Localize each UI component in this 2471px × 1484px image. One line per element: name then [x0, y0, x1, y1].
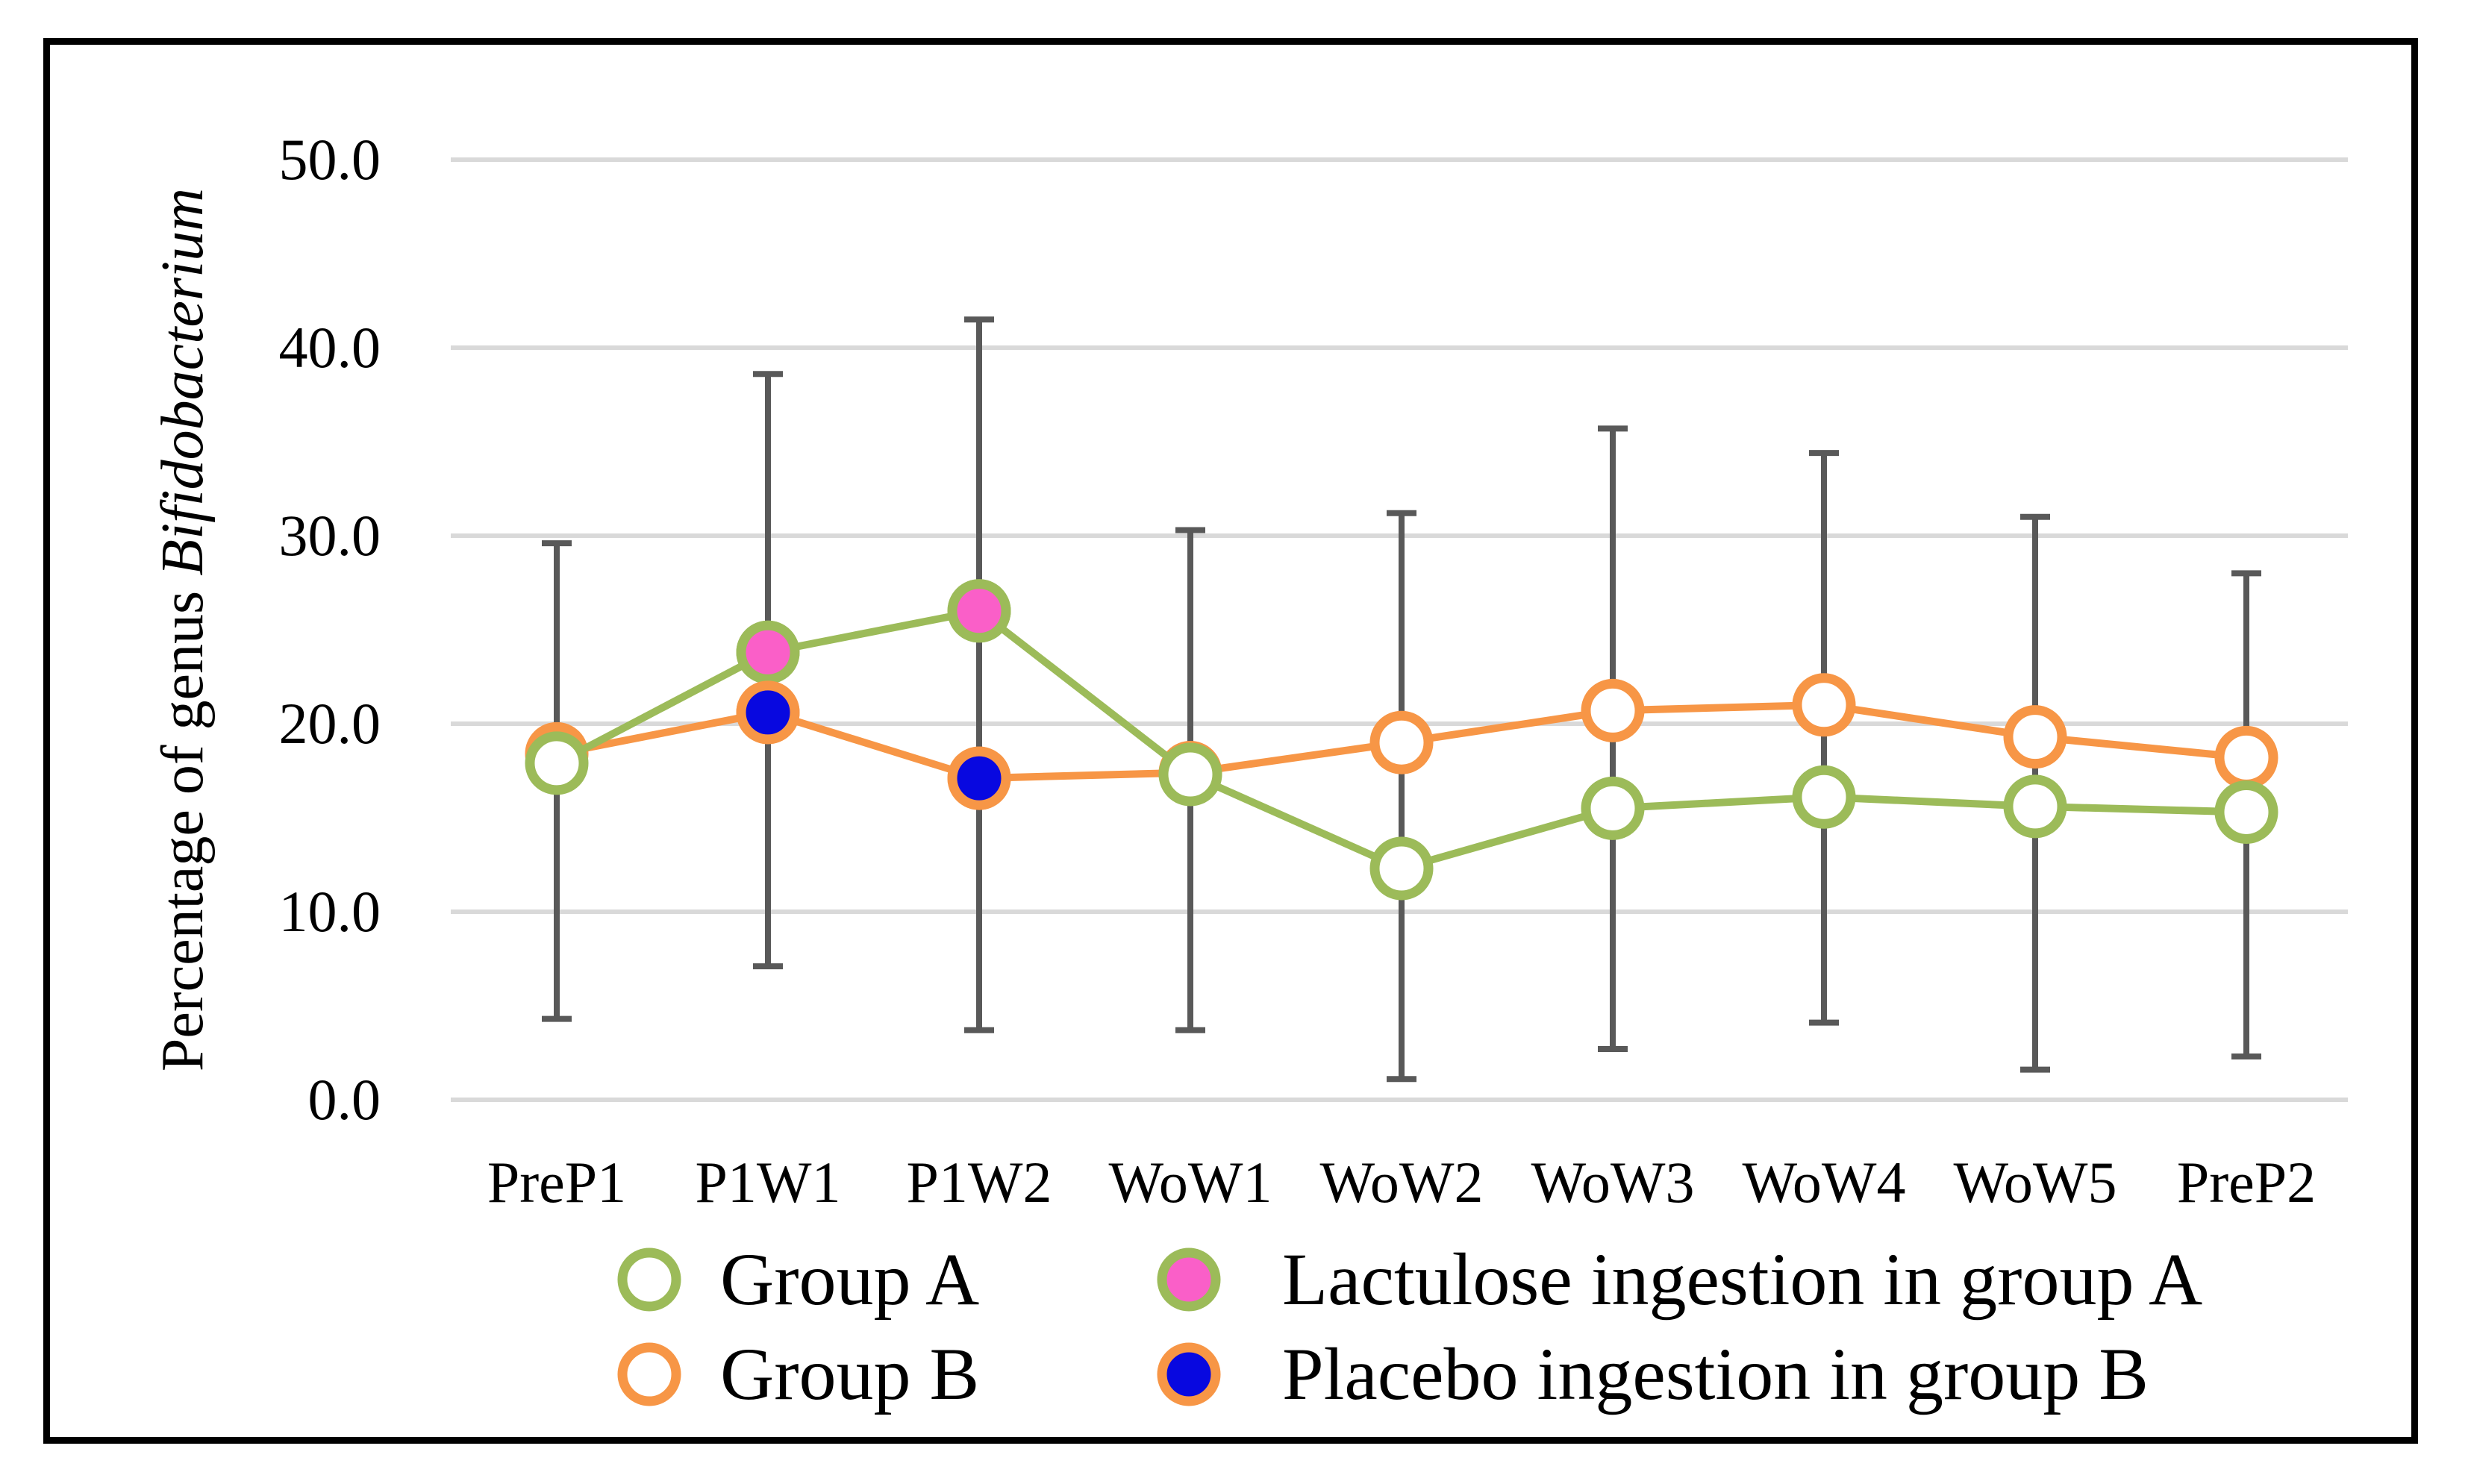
x-label-WoW2: WoW2 [1319, 1150, 1484, 1215]
marker-placebo-ingestion-in-group-b-P1W1 [736, 680, 800, 745]
marker-group-b-PreP2 [2214, 725, 2278, 789]
x-label-P1W1: P1W1 [695, 1150, 841, 1215]
marker-group-b-WoW3 [1581, 678, 1645, 742]
marker-group-b-WoW2 [1369, 710, 1434, 774]
marker-group-b-WoW5 [2003, 705, 2067, 769]
y-tick-label-40.0: 40.0 [278, 315, 381, 380]
y-tick-label-30.0: 30.0 [278, 503, 381, 568]
marker-group-a-WoW5 [2003, 774, 2067, 839]
legend-marker-icon-placebo-ingestion-in-group-b [1157, 1342, 1221, 1406]
legend-marker-circle-group-a [617, 1247, 681, 1312]
y-tick-label-50.0: 50.0 [278, 127, 381, 192]
y-tick-label-10.0: 10.0 [278, 879, 381, 944]
marker-group-a-WoW4 [1792, 765, 1856, 829]
y-tick-label-20.0: 20.0 [278, 691, 381, 756]
x-label-WoW4: WoW4 [1742, 1150, 1906, 1215]
y-tick-label-0.0: 0.0 [307, 1067, 381, 1132]
legend-label-group-b: Group B [720, 1333, 980, 1415]
marker-group-a-WoW3 [1581, 776, 1645, 840]
legend-marker-circle-group-b [617, 1342, 681, 1406]
x-label-PreP2: PreP2 [2176, 1150, 2317, 1215]
x-label-WoW3: WoW3 [1531, 1150, 1695, 1215]
marker-lactulose-ingestion-in-group-a-P1W1 [736, 620, 800, 684]
legend-marker-circle-lactulose-ingestion-in-group-a [1157, 1247, 1221, 1312]
legend-label-lactulose-ingestion-in-group-a: Lactulose ingestion in group A [1282, 1238, 2203, 1321]
x-label-P1W2: P1W2 [906, 1150, 1052, 1215]
marker-group-a-WoW1 [1158, 742, 1222, 807]
legend-label-group-a: Group A [720, 1238, 980, 1321]
marker-placebo-ingestion-in-group-b-P1W2 [947, 746, 1011, 810]
y-axis-title: Percentage of genus Bifidobacterium [146, 107, 220, 1152]
x-label-PreP1: PreP1 [487, 1150, 627, 1215]
marker-group-a-PreP2 [2214, 780, 2278, 844]
marker-lactulose-ingestion-in-group-a-P1W2 [947, 579, 1011, 643]
x-label-WoW5: WoW5 [1953, 1150, 2117, 1215]
legend-marker-icon-group-b [617, 1342, 681, 1406]
legend-marker-circle-placebo-ingestion-in-group-b [1157, 1342, 1221, 1406]
marker-group-a-PreP1 [525, 731, 589, 795]
legend-label-placebo-ingestion-in-group-b: Placebo ingestion in group B [1282, 1333, 2149, 1415]
legend-marker-icon-lactulose-ingestion-in-group-a [1157, 1247, 1221, 1312]
legend-marker-icon-group-a [617, 1247, 681, 1312]
y-axis-title-regular: Percentage of genus [150, 575, 216, 1072]
marker-group-a-WoW2 [1369, 836, 1434, 901]
marker-group-b-WoW4 [1792, 673, 1856, 737]
x-label-WoW1: WoW1 [1108, 1150, 1272, 1215]
